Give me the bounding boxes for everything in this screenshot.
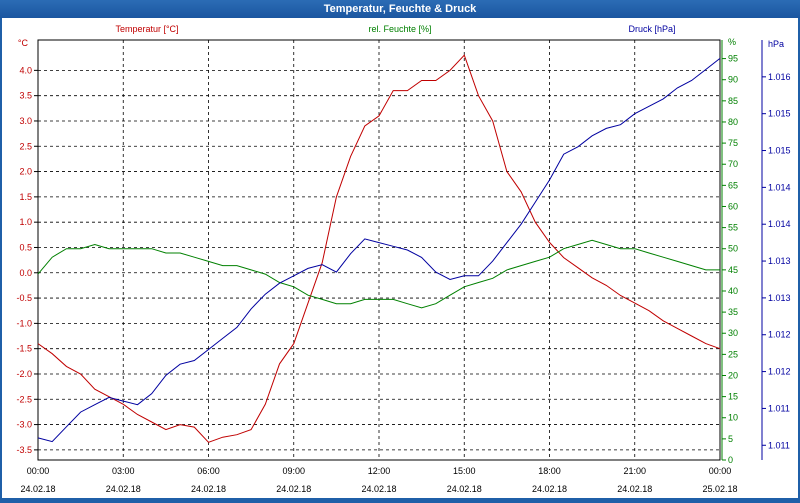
x-tick-time-label: 09:00 [282, 466, 305, 476]
chart-svg: 00:00 24.02.18 03:00 24.02.18 06:00 24.02.18 0… [16, 24, 791, 494]
y-tick-label-humidity: 55 [728, 223, 738, 233]
y-unit-pressure: hPa [768, 39, 784, 49]
y-tick-label-humidity: 95 [728, 54, 738, 64]
x-tick-date-label: 24.02.18 [361, 484, 396, 494]
y-tick-label-humidity: 5 [728, 434, 733, 444]
x-tick-date-label: 24.02.18 [106, 484, 141, 494]
y-tick-label-humidity: 20 [728, 370, 738, 380]
y-tick-label-temperature: 2.5 [19, 141, 32, 151]
x-tick-time-label: 06:00 [197, 466, 220, 476]
y-tick-label-temperature: -1.5 [16, 344, 32, 354]
x-tick-date-label: 24.02.18 [617, 484, 652, 494]
x-tick-date-label: 24.02.18 [20, 484, 55, 494]
y-tick-label-humidity: 80 [728, 117, 738, 127]
y-tick-label-pressure: 1.016 [768, 72, 791, 82]
x-tick-date-label: 24.02.18 [532, 484, 567, 494]
y-tick-label-pressure: 1.015 [768, 146, 791, 156]
x-tick-time-label: 00:00 [709, 466, 732, 476]
y-tick-label-pressure: 1.011 [768, 440, 790, 450]
x-tick-time-label: 12:00 [368, 466, 391, 476]
y-tick-label-humidity: 0 [728, 455, 733, 465]
y-tick-label-humidity: 35 [728, 307, 738, 317]
y-tick-label-temperature: -0.5 [16, 293, 32, 303]
series-line-humidity [37, 239, 720, 309]
y-tick-label-humidity: 40 [728, 286, 738, 296]
legend-temperature: Temperatur [°C] [115, 24, 178, 34]
y-tick-label-humidity: 45 [728, 265, 738, 275]
y-tick-label-pressure: 1.012 [768, 330, 791, 340]
window-title: Temperatur, Feuchte & Druck [0, 0, 800, 18]
x-tick-time-label: 00:00 [27, 466, 50, 476]
y-tick-label-temperature: -2.5 [16, 394, 32, 404]
y-tick-label-temperature: 0.0 [19, 268, 32, 278]
y-tick-label-temperature: 3.5 [19, 91, 32, 101]
x-tick-date-label: 24.02.18 [447, 484, 482, 494]
y-tick-label-pressure: 1.013 [768, 293, 791, 303]
y-tick-label-humidity: 50 [728, 244, 738, 254]
y-tick-label-pressure: 1.014 [768, 219, 791, 229]
y-tick-label-temperature: -3.5 [16, 445, 32, 455]
y-unit-humidity: % [728, 37, 736, 47]
x-tick-time-label: 21:00 [623, 466, 646, 476]
plot-panel: 00:00 24.02.18 03:00 24.02.18 06:00 24.02.18 0… [2, 18, 798, 498]
y-tick-label-temperature: 1.5 [19, 192, 32, 202]
y-tick-label-temperature: 2.0 [19, 167, 32, 177]
y-tick-label-humidity: 90 [728, 75, 738, 85]
legend-pressure: Druck [hPa] [628, 24, 675, 34]
y-tick-label-humidity: 65 [728, 180, 738, 190]
y-tick-label-humidity: 25 [728, 349, 738, 359]
x-tick-time-label: 03:00 [112, 466, 135, 476]
y-tick-label-temperature: 0.5 [19, 242, 32, 252]
y-tick-label-humidity: 15 [728, 392, 738, 402]
y-tick-label-pressure: 1.015 [768, 109, 791, 119]
y-tick-label-temperature: 3.0 [19, 116, 32, 126]
x-tick-time-label: 18:00 [538, 466, 561, 476]
y-tick-label-pressure: 1.012 [768, 367, 791, 377]
y-tick-label-pressure: 1.011 [768, 403, 790, 413]
x-tick-time-label: 15:00 [453, 466, 476, 476]
x-tick-date-label: 25.02.18 [702, 484, 737, 494]
y-tick-label-humidity: 30 [728, 328, 738, 338]
y-tick-label-humidity: 85 [728, 96, 738, 106]
series-line-pressure [37, 58, 721, 443]
y-tick-label-humidity: 60 [728, 201, 738, 211]
y-tick-label-pressure: 1.014 [768, 182, 791, 192]
series-line-temperature [37, 54, 721, 443]
y-tick-label-humidity: 10 [728, 413, 738, 423]
y-tick-label-temperature: -2.0 [16, 369, 32, 379]
y-unit-temperature: °C [18, 38, 29, 48]
y-tick-label-temperature: 4.0 [19, 65, 32, 75]
y-tick-label-pressure: 1.013 [768, 256, 791, 266]
y-tick-label-temperature: -3.0 [16, 420, 32, 430]
y-tick-label-humidity: 75 [728, 138, 738, 148]
x-tick-date-label: 24.02.18 [276, 484, 311, 494]
y-tick-label-temperature: -1.0 [16, 318, 32, 328]
y-tick-label-humidity: 70 [728, 159, 738, 169]
y-tick-label-temperature: 1.0 [19, 217, 32, 227]
legend-humidity: rel. Feuchte [%] [368, 24, 431, 34]
x-tick-date-label: 24.02.18 [191, 484, 226, 494]
